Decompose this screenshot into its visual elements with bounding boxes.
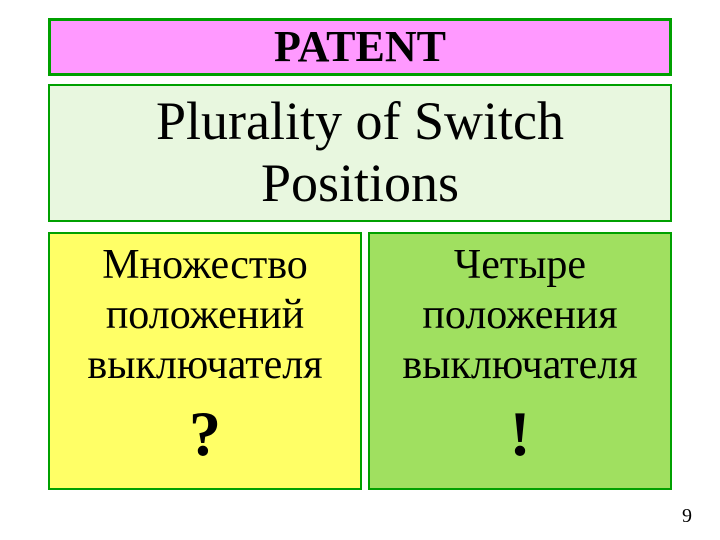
left-line2: положений	[106, 292, 304, 338]
left-cell-text: Множество положений выключателя	[50, 234, 360, 390]
page-number: 9	[682, 505, 692, 528]
subtitle-line1: Plurality of Switch	[156, 91, 564, 151]
left-mark: ?	[50, 398, 360, 470]
right-cell-text: Четыре положения выключателя	[370, 234, 670, 390]
right-mark: !	[370, 398, 670, 470]
left-line3: выключателя	[87, 342, 322, 388]
title-text: PATENT	[51, 21, 669, 73]
subtitle-line2: Positions	[261, 153, 459, 213]
right-cell: Четыре положения выключателя !	[368, 232, 672, 490]
left-cell: Множество положений выключателя ?	[48, 232, 362, 490]
subtitle-text: Plurality of Switch Positions	[50, 86, 670, 214]
right-line3: выключателя	[402, 342, 637, 388]
subtitle-box: Plurality of Switch Positions	[48, 84, 672, 222]
title-box: PATENT	[48, 18, 672, 76]
right-line1: Четыре	[454, 242, 586, 288]
left-line1: Множество	[102, 242, 307, 288]
right-line2: положения	[422, 292, 617, 338]
slide: PATENT Plurality of Switch Positions Мно…	[0, 0, 720, 540]
